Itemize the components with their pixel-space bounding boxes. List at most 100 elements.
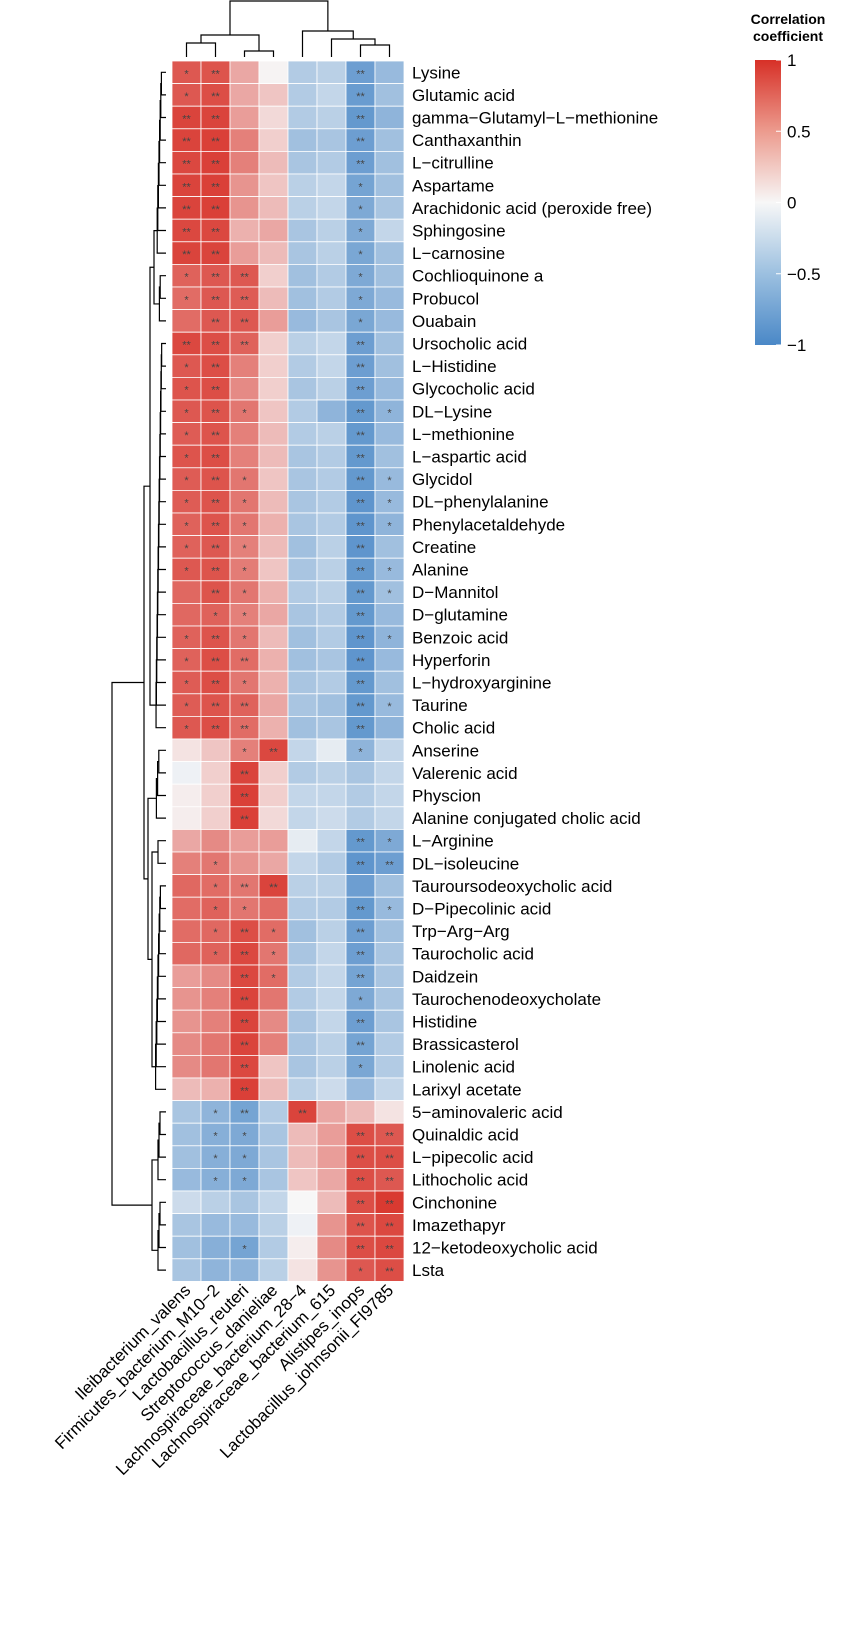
heatmap-cell (374, 716, 405, 740)
heatmap-cell (258, 489, 289, 514)
heatmap-cell (316, 1213, 347, 1237)
significance-star: ** (356, 1018, 365, 1030)
significance-star: ** (356, 1198, 365, 1210)
significance-star: ** (240, 950, 249, 962)
heatmap-cell (258, 309, 289, 333)
heatmap-cell (316, 1032, 347, 1056)
heatmap-cell (229, 173, 260, 198)
heatmap-cell (258, 648, 289, 672)
heatmap-cell (258, 512, 289, 537)
significance-star: ** (240, 972, 249, 984)
heatmap-cell (229, 354, 260, 378)
row-label: Anserine (412, 741, 479, 760)
heatmap-cell (374, 738, 405, 763)
heatmap-cell (374, 286, 405, 311)
significance-star: ** (240, 769, 249, 781)
legend-tick-label: −0.5 (787, 265, 821, 284)
row-label: Aspartame (412, 176, 494, 195)
significance-star: * (213, 859, 218, 871)
heatmap-cell (258, 1168, 289, 1192)
color-legend: Correlation coefficient 1 0.5 0 −0.5 −1 (751, 11, 826, 355)
significance-star: ** (356, 543, 365, 555)
heatmap-cell (345, 1077, 376, 1102)
significance-star: ** (356, 837, 365, 849)
significance-star: ** (385, 859, 394, 871)
heatmap-cell (258, 716, 289, 740)
heatmap-cell (316, 557, 347, 582)
heatmap-cell (287, 896, 318, 921)
significance-star: ** (211, 588, 220, 600)
heatmap-cell (374, 1009, 405, 1034)
heatmap-cell (287, 851, 318, 876)
significance-star: ** (211, 249, 220, 261)
heatmap-cell (258, 987, 289, 1011)
heatmap-cell (287, 535, 318, 559)
row-label: Probucol (412, 289, 479, 308)
significance-star: * (184, 724, 189, 736)
significance-star: * (184, 453, 189, 465)
significance-star: ** (356, 724, 365, 736)
heatmap-cell (316, 512, 347, 537)
significance-star: ** (211, 204, 220, 216)
row-label: Canthaxanthin (412, 131, 522, 150)
significance-star: * (271, 950, 276, 962)
significance-star: ** (269, 882, 278, 894)
significance-star: * (213, 927, 218, 939)
heatmap-cell (200, 1032, 231, 1056)
heatmap-cell (374, 331, 405, 356)
significance-star: ** (356, 1040, 365, 1052)
row-dendrogram (111, 71, 166, 1271)
heatmap-cell (316, 128, 347, 152)
heatmap-cell (229, 150, 260, 175)
heatmap-cell (171, 1122, 202, 1147)
heatmap-cell (171, 1009, 202, 1034)
significance-star: ** (240, 1108, 249, 1120)
heatmap-cell (316, 874, 347, 898)
significance-star: ** (182, 204, 191, 216)
significance-star: ** (211, 114, 220, 126)
heatmap-cell (229, 444, 260, 469)
significance-star: ** (356, 611, 365, 623)
significance-star: * (184, 475, 189, 487)
heatmap-cell (171, 964, 202, 989)
row-label: Sphingosine (412, 222, 506, 241)
heatmap-cell (374, 150, 405, 175)
significance-star: * (387, 520, 392, 532)
heatmap-cell (316, 331, 347, 356)
significance-star: * (387, 905, 392, 917)
significance-star: * (358, 1063, 363, 1075)
row-label: Taurine (412, 696, 468, 715)
heatmap-cell (316, 354, 347, 378)
heatmap-cell (258, 670, 289, 695)
significance-star: ** (356, 68, 365, 80)
significance-star: * (184, 68, 189, 80)
heatmap-cell (200, 1009, 231, 1034)
heatmap-cell (258, 1009, 289, 1034)
heatmap-cell (171, 829, 202, 853)
heatmap-cell (374, 964, 405, 989)
significance-star: ** (356, 340, 365, 352)
significance-star: ** (211, 656, 220, 668)
heatmap-cell (258, 783, 289, 808)
significance-star: ** (211, 340, 220, 352)
heatmap-cell (171, 874, 202, 898)
heatmap-cell (287, 693, 318, 717)
heatmap-cell (316, 444, 347, 469)
significance-star: ** (211, 475, 220, 487)
heatmap-cell (287, 354, 318, 378)
significance-star: * (242, 611, 247, 623)
heatmap-cell (374, 783, 405, 808)
heatmap-cell (316, 309, 347, 333)
significance-star: ** (240, 1085, 249, 1097)
heatmap-cell (258, 173, 289, 198)
heatmap-cell (258, 603, 289, 627)
heatmap-cell (287, 83, 318, 107)
heatmap-cell (287, 806, 318, 830)
heatmap-cell (316, 218, 347, 243)
heatmap-cell (316, 196, 347, 220)
heatmap-cell (316, 942, 347, 966)
heatmap-cell (258, 444, 289, 469)
significance-star: ** (356, 972, 365, 984)
significance-star: ** (211, 68, 220, 80)
